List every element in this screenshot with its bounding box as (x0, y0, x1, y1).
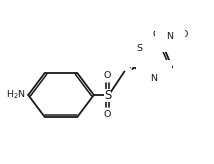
Text: H$_2$N: H$_2$N (6, 89, 26, 101)
Text: O: O (180, 30, 187, 39)
Text: NO₂: NO₂ (161, 30, 179, 39)
Text: O: O (152, 30, 160, 39)
Text: N: N (151, 74, 158, 83)
Text: O: O (104, 71, 111, 80)
Text: HN: HN (128, 61, 142, 70)
Text: N: N (167, 32, 174, 41)
Text: S: S (136, 44, 142, 53)
Text: O: O (104, 110, 111, 119)
Text: S: S (104, 89, 111, 102)
